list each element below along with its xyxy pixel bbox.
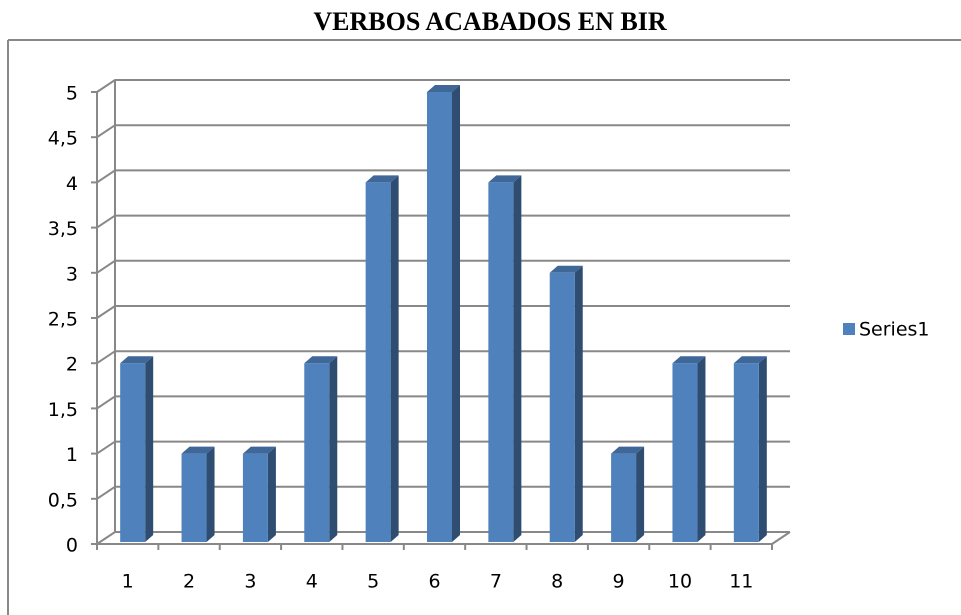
x-tick-label: 1 [122,571,134,593]
y-tick-label: 1,5 [48,399,78,421]
bar-side [574,265,583,542]
bar-top [611,446,645,454]
y-tick-label: 4 [66,173,78,195]
x-tick-label: 3 [244,571,256,593]
y-tick-label: 2,5 [48,309,78,331]
bar-top [242,446,276,454]
bar-side [206,446,215,542]
bar-top [304,356,338,364]
bar-top [427,85,460,92]
y-tick-label: 0,5 [48,489,78,511]
bar-side [636,446,645,542]
x-tick-label: 8 [551,571,563,593]
bar [304,363,330,542]
y-tick-label: 4,5 [48,128,78,150]
bar [488,182,514,542]
grid-line [96,169,790,184]
x-tick-label: 5 [367,571,379,593]
y-tick-label: 1 [66,444,78,466]
bar-top [120,356,154,364]
bar [120,363,146,542]
grid-line [96,259,790,274]
y-tick-label: 5 [66,83,78,105]
axis-line [771,531,791,545]
bar [733,363,759,542]
x-tick-label: 10 [668,571,692,593]
bar-top [733,356,767,364]
bar [365,182,391,542]
y-tick-label: 3,5 [48,218,78,240]
bar [181,453,207,542]
bar-top [549,265,583,273]
bar-side [697,356,706,542]
bar-top [488,175,522,183]
grid-line [96,214,790,229]
x-tick-label: 4 [306,571,318,593]
bar-side [758,356,767,542]
bar-side [145,356,154,542]
bar [611,453,637,542]
grid-line [96,124,790,139]
bar-side [513,175,522,542]
y-tick-label: 0 [66,535,78,557]
y-tick-label: 2 [66,354,78,376]
x-tick-label: 11 [729,571,753,593]
x-tick-label: 9 [613,571,625,593]
bar-top [672,356,706,364]
bar [427,92,452,542]
bar-top [181,446,215,454]
x-tick-label: 2 [183,571,195,593]
bar-top [365,175,399,183]
bar-side [452,85,460,542]
y-tick-label: 3 [66,263,78,285]
bar [549,272,575,542]
bar [242,453,268,542]
bar-side [390,175,399,542]
bar-side [329,356,338,542]
bar-side [267,446,276,542]
chart-title: VERBOS ACABADOS EN BIR [313,7,666,36]
x-tick-label: 7 [490,571,502,593]
legend-swatch [843,323,855,335]
x-tick-label: 6 [428,571,440,593]
grid-line [96,79,790,93]
legend-label: Series1 [859,319,930,341]
bar [672,363,698,542]
